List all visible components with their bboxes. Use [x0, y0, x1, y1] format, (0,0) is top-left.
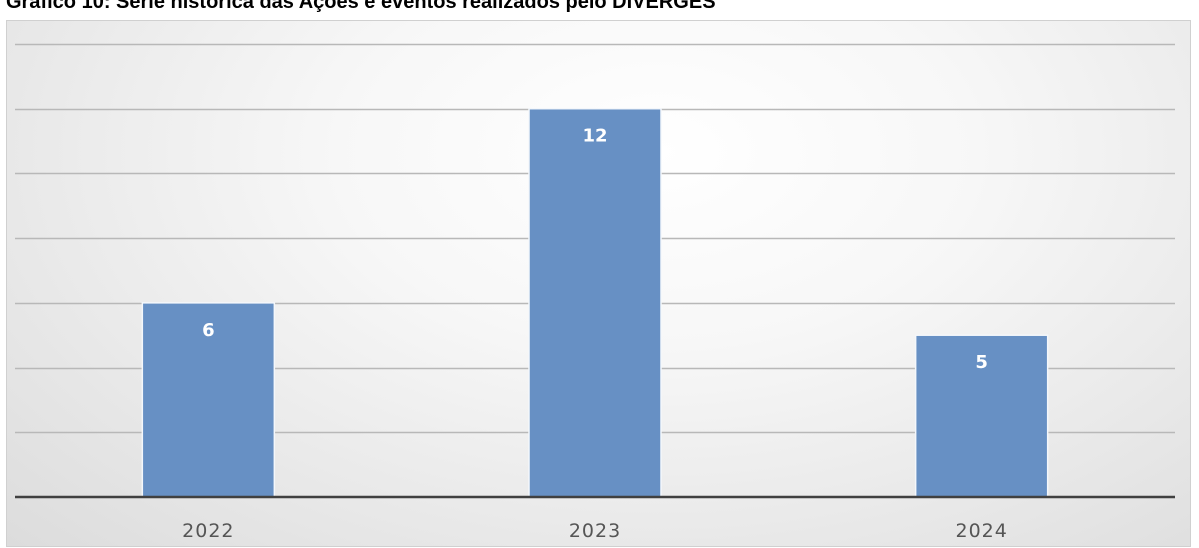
bar-chart: 6 2022 12 2023 5 2024 [15, 43, 1175, 542]
bar [914, 334, 1049, 498]
data-label: 6 [202, 320, 215, 341]
x-tick-label: 2024 [955, 520, 1007, 542]
chart-area: 6 2022 12 2023 5 2024 [6, 20, 1191, 547]
data-label: 5 [975, 352, 988, 373]
x-tick-label: 2023 [569, 520, 621, 542]
data-label: 12 [582, 126, 607, 147]
bar [528, 107, 662, 498]
chart-title: Gráfico 10: Série histórica das Ações e … [6, 0, 716, 13]
x-tick-label: 2022 [182, 520, 234, 542]
